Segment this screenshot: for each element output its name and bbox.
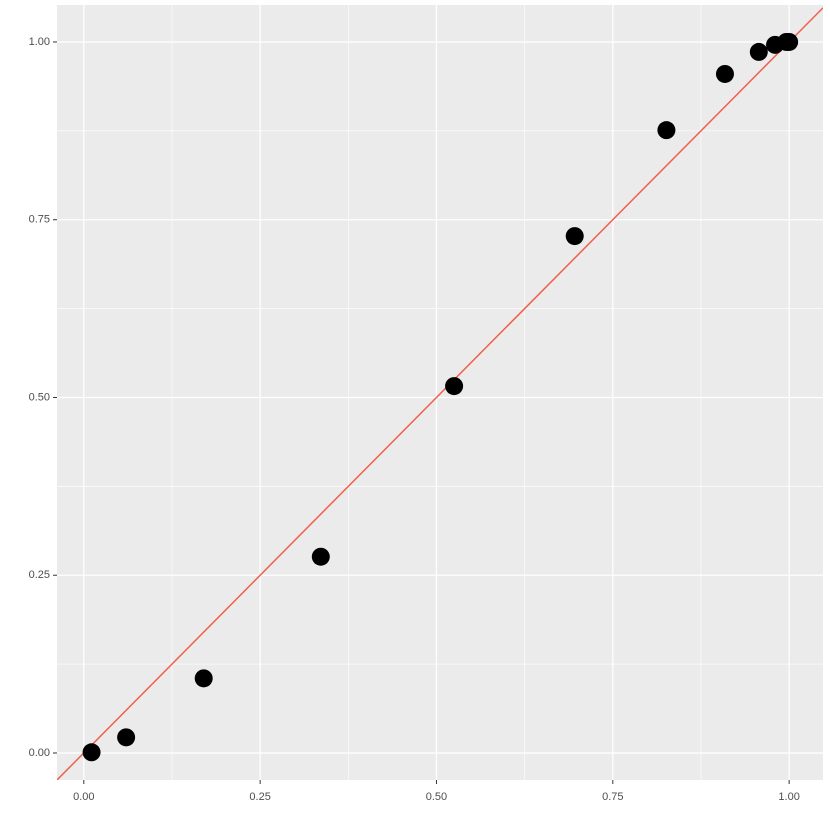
x-tick-label: 0.75 [602,791,623,803]
reference-line [57,7,823,780]
point [82,743,101,762]
point [715,64,734,83]
point [117,728,136,747]
point [445,377,464,396]
x-tick-label: 0.50 [426,791,447,803]
point [311,547,330,566]
point [780,32,799,51]
y-tick-label: 0.00 [29,747,50,759]
y-tick-label: 0.25 [29,569,50,581]
x-tick-label: 0.00 [73,791,94,803]
point [657,121,676,140]
y-tick-label: 1.00 [29,36,50,48]
x-tick-label: 0.25 [249,791,270,803]
x-tick-label: 1.00 [778,791,799,803]
y-tick-label: 0.50 [29,391,50,403]
y-tick-label: 0.75 [29,214,50,226]
point [565,227,584,246]
point [194,669,213,688]
point [749,42,768,61]
